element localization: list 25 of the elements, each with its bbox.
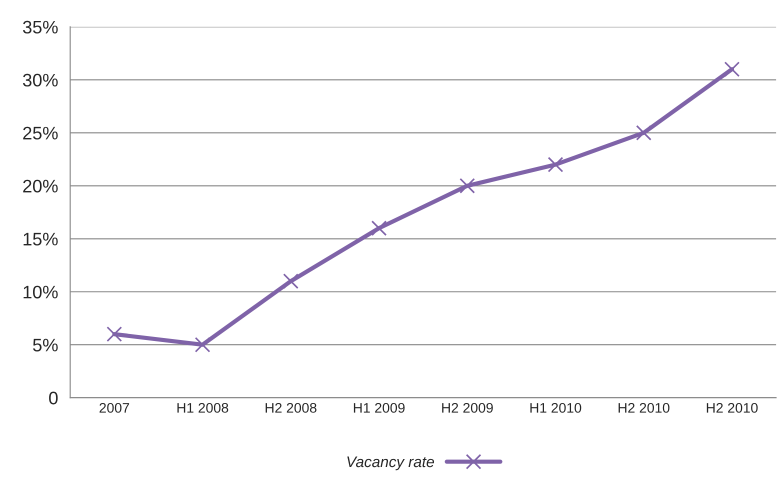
y-tick-label: 15% [24,232,58,246]
legend-label: Vacancy rate [347,456,434,470]
point [548,156,564,172]
x-tick-label: H2 2010 [706,402,758,413]
y-tick-label: 20% [23,180,58,193]
y-tick-label: 25% [23,126,58,140]
x-tick-label: H1 2008 [177,402,228,413]
x-tick-label: H2 2008 [266,402,316,413]
x-tick-label: H2 2009 [442,402,493,413]
y-tick-label: 0 [49,392,58,404]
point [636,125,652,141]
point [283,273,299,289]
y-tick-label: 10% [24,286,58,298]
x-tick-label: H1 2010 [530,402,582,413]
y-tick-label: 30% [22,74,58,87]
y-tick-label: 35% [22,20,58,34]
x-tick-label: H2 2010 [618,402,670,413]
point [106,326,122,342]
x-tick-label: H1 2009 [354,402,405,413]
x-tick-label: 2007 [100,402,130,413]
y-tick-label: 5% [33,338,58,352]
point [459,178,476,194]
point [194,336,210,353]
point [724,61,740,78]
point [371,220,387,236]
